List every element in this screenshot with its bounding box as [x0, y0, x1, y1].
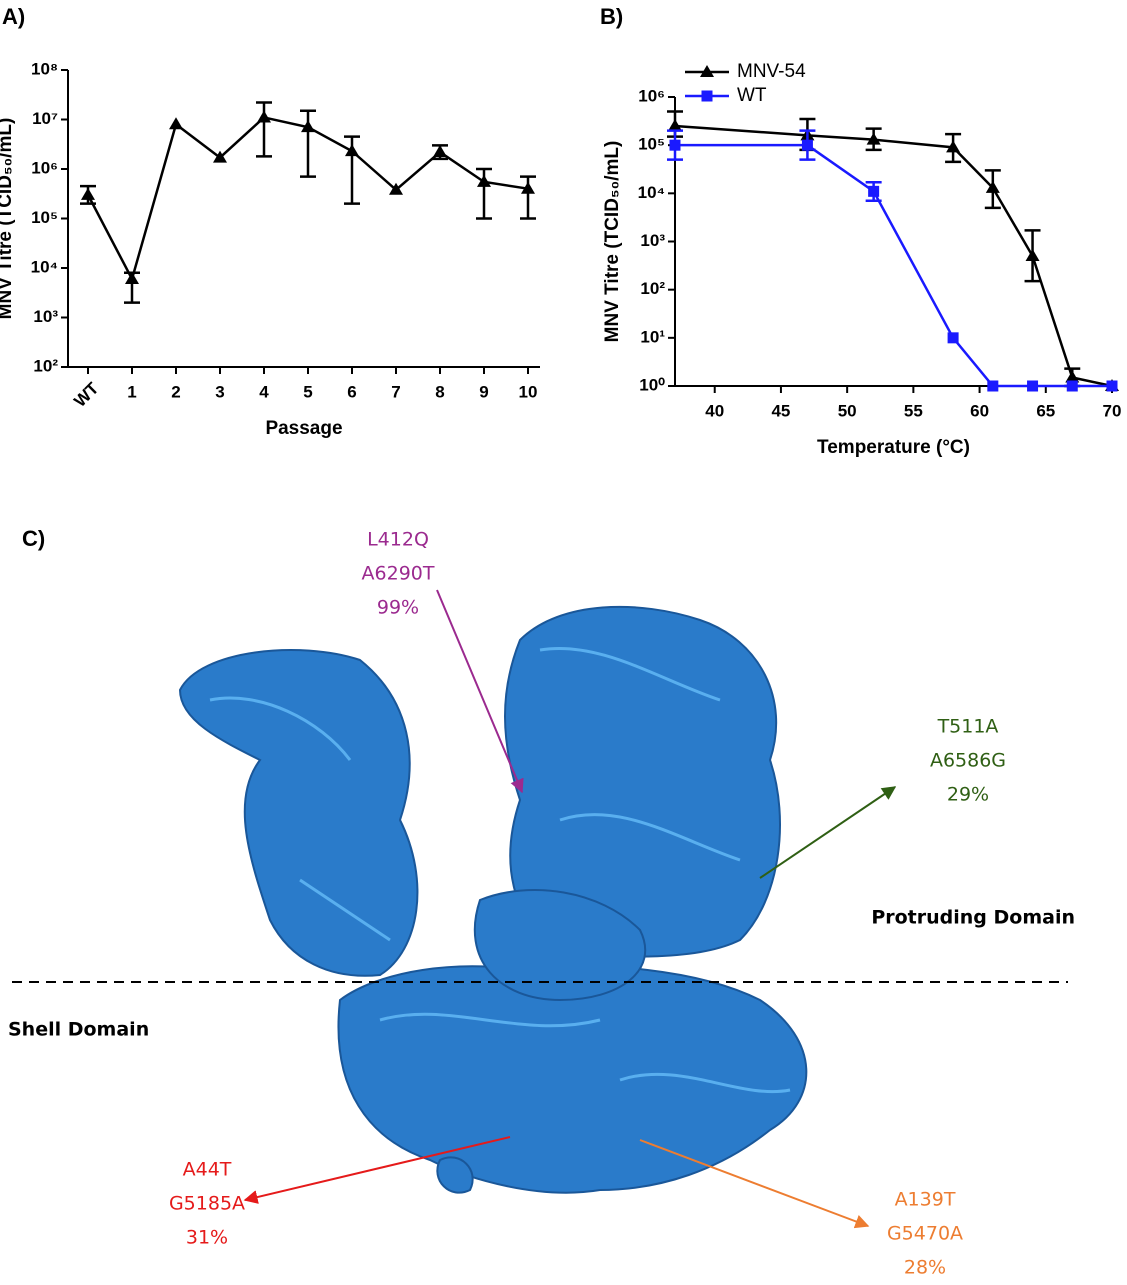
marker: [946, 140, 961, 153]
marker: [987, 380, 999, 392]
protein-structure: [178, 605, 808, 1194]
mutation-label: A6290T: [362, 563, 435, 585]
marker: [477, 174, 491, 187]
mutation-arrow: [436, 589, 524, 794]
domain-label: Protruding Domain: [871, 907, 1075, 929]
marker: [389, 182, 403, 195]
x-tick-label: 5: [303, 382, 312, 401]
mutation-label: A139T: [895, 1189, 956, 1211]
x-tick-label: 45: [771, 401, 790, 420]
y-tick-label: 10⁵: [31, 208, 58, 227]
marker: [301, 120, 315, 133]
x-tick-label: 65: [1036, 401, 1055, 420]
marker: [1025, 248, 1040, 261]
marker: [169, 117, 183, 130]
domain-label: Shell Domain: [8, 1019, 149, 1041]
x-tick-label: 10: [519, 382, 538, 401]
mutation-label: 31%: [186, 1227, 228, 1249]
series-line: [675, 143, 1112, 388]
marker: [213, 150, 227, 163]
marker: [866, 132, 881, 145]
mutation-label: A6586G: [930, 750, 1006, 772]
x-tick-label: 3: [215, 382, 224, 401]
x-tick-label: 55: [904, 401, 923, 420]
mutation-label: G5470A: [887, 1223, 963, 1245]
y-tick-label: 10⁵: [638, 135, 665, 154]
y-tick-label: 10⁴: [31, 257, 58, 276]
marker: [669, 139, 681, 151]
y-tick-label: 10⁶: [31, 158, 58, 177]
y-tick-label: 10³: [33, 307, 58, 326]
x-axis-label: Temperature (°C): [817, 437, 970, 458]
y-tick-label: 10²: [33, 356, 58, 375]
x-tick-label: WT: [70, 378, 103, 411]
mutation-arrow: [759, 786, 897, 879]
marker: [257, 110, 271, 123]
mutation-label: T511A: [937, 716, 999, 738]
mutation-label: G5185A: [169, 1193, 245, 1215]
panel-label: C): [22, 526, 45, 551]
y-tick-label: 10¹: [640, 327, 665, 346]
y-tick-label: 10³: [640, 231, 665, 250]
marker: [700, 65, 714, 77]
marker: [701, 90, 713, 102]
mutation-label: L412Q: [367, 529, 429, 551]
x-tick-label: 4: [259, 382, 269, 401]
series-line: [674, 124, 1113, 388]
mutation-label: 99%: [377, 597, 419, 619]
marker: [1066, 380, 1078, 392]
marker: [985, 180, 1000, 193]
mutation-label: 28%: [904, 1257, 946, 1279]
y-tick-label: 10⁰: [639, 375, 665, 394]
x-axis-label: Passage: [265, 418, 342, 439]
marker: [521, 181, 535, 194]
marker: [1106, 380, 1118, 392]
protein-strands: [209, 647, 791, 1094]
y-tick-label: 10²: [640, 279, 665, 298]
x-tick-label: 50: [838, 401, 857, 420]
marker: [668, 118, 682, 131]
marker: [125, 271, 139, 284]
x-tick-label: 2: [171, 382, 180, 401]
panel-label: A): [2, 4, 25, 29]
marker: [1065, 370, 1080, 383]
mutation-label: A44T: [183, 1159, 232, 1181]
x-tick-label: 1: [127, 382, 136, 401]
marker: [801, 139, 813, 151]
x-tick-label: 8: [435, 382, 444, 401]
x-tick-label: 7: [391, 382, 400, 401]
marker: [868, 185, 880, 197]
y-tick-label: 10⁴: [638, 183, 665, 202]
y-tick-label: 10⁸: [31, 59, 58, 78]
y-tick-label: 10⁷: [32, 109, 58, 128]
x-tick-label: 6: [347, 382, 356, 401]
y-axis-label: MNV Titre (TCID₅₀/mL): [0, 118, 16, 320]
legend-label: MNV-54: [737, 61, 806, 82]
marker: [1027, 380, 1039, 392]
legend-label: WT: [737, 85, 767, 106]
mutation-arrow: [639, 1139, 870, 1229]
marker: [947, 332, 959, 344]
y-tick-label: 10⁶: [638, 86, 665, 105]
y-axis-label: MNV Titre (TCID₅₀/mL): [602, 141, 623, 343]
marker: [433, 145, 447, 158]
x-tick-label: 60: [970, 401, 989, 420]
marker: [81, 187, 95, 200]
panel-label: B): [600, 4, 623, 29]
marker: [345, 144, 359, 157]
x-tick-label: 40: [705, 401, 724, 420]
mutation-label: 29%: [947, 784, 989, 806]
mutation-arrow: [243, 1136, 511, 1204]
x-tick-label: 9: [479, 382, 488, 401]
x-tick-label: 70: [1103, 401, 1122, 420]
